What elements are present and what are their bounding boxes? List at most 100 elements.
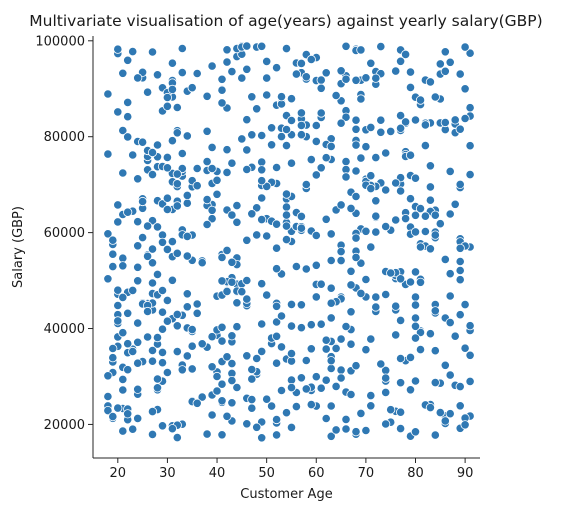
scatter-point [276,311,287,321]
scatter-point [286,158,297,168]
scatter-point [232,201,242,211]
scatter-point [167,424,177,434]
scatter-point [460,84,470,94]
scatter-point [271,317,282,327]
scatter-point [133,174,143,184]
scatter-point [162,193,172,203]
scatter-point [465,141,475,151]
scatter-point [460,113,470,124]
scatter-point [336,334,346,344]
scatter-point [440,47,450,57]
scatter-point [395,274,406,284]
scatter-point [336,373,346,383]
scatter-point [425,182,435,192]
scatter-point [133,318,143,328]
scatter-point [103,89,113,99]
scatter-point [103,371,113,381]
scatter-point [192,181,202,191]
scatter-point [351,252,361,262]
scatter-point [366,401,376,411]
scatter-point [202,429,212,439]
scatter-point [147,170,158,180]
scatter-point [147,244,158,254]
scatter-point [405,82,416,93]
scatter-point [316,319,326,329]
scatter-point [425,77,435,87]
scatter-point [366,58,376,68]
scatter-point [187,364,197,374]
scatter-point [167,58,177,68]
scatter-point [331,343,341,353]
scatter-point [356,153,366,163]
scatter-point [306,155,316,165]
scatter-point [351,166,361,176]
scatter-point [207,332,217,342]
scatter-point [276,342,287,352]
scatter-point [207,61,217,71]
scatter-point [252,353,262,364]
scatter-point [356,45,366,55]
scatter-point [257,346,267,356]
scatter-point [123,339,133,349]
scatter-point [296,108,306,118]
scatter-point [242,64,252,74]
scatter-point [371,227,381,237]
scatter-point [346,280,356,290]
y-tick-label: 40000 [44,322,85,337]
scatter-point [242,41,252,51]
scatter-point [376,359,386,369]
scatter-point [217,98,227,108]
scatter-point [430,377,440,388]
scatter-point [336,200,346,210]
scatter-point [182,351,192,361]
scatter-point [445,291,455,301]
scatter-point [346,389,356,400]
scatter-point [415,327,426,337]
scatter-point [331,90,341,101]
scatter-point [202,195,212,205]
scatter-point [415,204,426,214]
scatter-point [395,423,406,434]
scatter-point [301,264,311,274]
scatter-point [410,321,421,331]
scatter-point [460,42,470,52]
scatter-point [113,285,123,295]
scatter-point [455,256,465,267]
scatter-point [217,74,227,84]
scatter-point [371,211,381,221]
scatter-point [247,403,257,413]
scatter-point [108,249,118,259]
scatter-point [336,365,346,375]
scatter-point [172,321,182,331]
scatter-point [222,167,232,177]
scatter-point [306,320,316,330]
scatter-point [262,181,272,191]
scatter-point [460,299,470,310]
scatter-point [157,358,168,368]
x-axis-label: Customer Age [240,487,332,502]
scatter-point [326,298,336,308]
scatter-point [311,230,321,241]
scatter-point [410,427,421,437]
scatter-point [296,323,306,333]
scatter-point [381,148,391,158]
scatter-point [152,374,163,384]
scatter-point [222,145,232,155]
scatter-point [430,92,440,102]
scatter-point [257,215,267,225]
scatter-point [222,411,232,421]
y-tick-label: 100000 [35,34,85,49]
scatter-point [147,429,158,439]
scatter-point [341,172,351,182]
scatter-point [118,168,128,178]
scatter-point [118,385,128,395]
scatter-point [281,235,292,245]
scatter-point [326,401,336,411]
scatter-point [321,68,331,78]
scatter-point [455,124,465,134]
scatter-point [445,209,455,219]
scatter-point [133,384,143,394]
data-points [103,41,475,443]
scatter-point [306,344,316,354]
scatter-point [296,211,306,221]
